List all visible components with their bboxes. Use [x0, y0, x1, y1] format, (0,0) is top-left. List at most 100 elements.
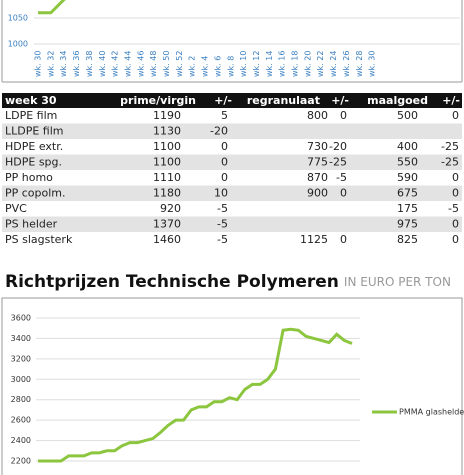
table-cell: -5 — [217, 218, 228, 231]
table-cell: LDPE film — [5, 109, 57, 122]
table-header: week 30 — [5, 94, 57, 107]
table-cell: PS helder — [5, 218, 58, 231]
table-cell: 0 — [452, 187, 459, 200]
row-bg — [2, 216, 462, 232]
table-cell: -20 — [329, 140, 347, 153]
table-cell: -25 — [329, 156, 347, 169]
table-cell: -5 — [217, 233, 228, 246]
table-header: +/- — [214, 94, 232, 107]
table-cell: 775 — [307, 156, 328, 169]
table-cell: HDPE spg. — [5, 156, 62, 169]
table-cell: 0 — [452, 171, 459, 184]
table-cell: 590 — [397, 171, 418, 184]
x-tick-label: wk. 18 — [291, 51, 300, 77]
y-tick-label: 2200 — [11, 457, 31, 466]
y-tick-label: 3000 — [11, 375, 31, 384]
table-cell: 1190 — [153, 109, 181, 122]
table-cell: LLDPE film — [5, 125, 64, 138]
x-tick-label: wk. 24 — [329, 51, 338, 77]
legend-label: PMMA glashelder — [399, 408, 464, 417]
table-cell: PS slagsterk — [5, 233, 73, 246]
table-header-bg — [2, 93, 462, 108]
line — [38, 327, 353, 463]
x-tick-label: wk. 10 — [239, 51, 248, 77]
x-tick-label: wk. 36 — [72, 51, 81, 77]
x-tick-label: wk. 26 — [342, 51, 351, 77]
y-tick-label: 1000 — [8, 40, 28, 49]
table-header: prime/virgin — [120, 94, 196, 107]
table-cell: 920 — [160, 202, 181, 215]
x-tick-label: wk. 38 — [85, 51, 94, 77]
table-cell: 1460 — [153, 233, 181, 246]
table-cell: 1180 — [153, 187, 181, 200]
x-tick-label: wk. 40 — [98, 51, 107, 77]
y-tick-label: 1050 — [8, 14, 28, 23]
table-cell: 975 — [397, 218, 418, 231]
heading: Richtprijzen Technische Polymeren IN EURO… — [5, 272, 451, 292]
table-cell: 5 — [221, 109, 228, 122]
x-tick-label: wk. 28 — [355, 51, 364, 77]
table-cell: 0 — [340, 187, 347, 200]
table-cell: 500 — [397, 109, 418, 122]
table-cell: 800 — [307, 109, 328, 122]
table-cell: 0 — [452, 109, 459, 122]
x-tick-label: wk. 44 — [123, 51, 132, 77]
table-cell: 1130 — [153, 125, 181, 138]
table-cell: 10 — [214, 187, 228, 200]
y-tick-label: 2600 — [11, 416, 31, 425]
table-cell: 175 — [397, 202, 418, 215]
table-cell: 900 — [307, 187, 328, 200]
y-tick-label: 3400 — [11, 334, 31, 343]
x-tick-label: wk. 6 — [213, 56, 222, 77]
x-tick-label: wk. 20 — [303, 51, 312, 77]
row-bg — [2, 154, 462, 170]
table-cell: 1100 — [153, 140, 181, 153]
line — [38, 0, 66, 15]
x-tick-label: wk. 2 — [188, 56, 197, 77]
frame — [1, 297, 463, 475]
table-cell: 1110 — [153, 171, 181, 184]
x-tick-label: wk. 8 — [226, 56, 235, 77]
table-cell: 1100 — [153, 156, 181, 169]
table-cell: 870 — [307, 171, 328, 184]
table-cell: 675 — [397, 187, 418, 200]
x-tick-label: wk. 14 — [265, 51, 274, 77]
x-tick-label: wk. 50 — [162, 51, 171, 77]
x-tick-label: wk. 46 — [136, 51, 145, 77]
x-tick-label: wk. 30 — [368, 51, 377, 77]
table-cell: 825 — [397, 233, 418, 246]
x-tick-label: wk. 16 — [278, 51, 287, 77]
table-cell: 1370 — [153, 218, 181, 231]
table-cell: -5 — [336, 171, 347, 184]
x-tick-label: wk. 52 — [175, 51, 184, 77]
table-cell: PP copolm. — [5, 187, 66, 200]
table-header: +/- — [442, 94, 460, 107]
table-header: regranulaat — [247, 94, 320, 107]
table-cell: 0 — [340, 233, 347, 246]
heading-title: Richtprijzen Technische Polymeren — [5, 272, 339, 292]
table-cell: 0 — [221, 140, 228, 153]
table-cell: -5 — [448, 202, 459, 215]
y-tick-label: 3600 — [11, 314, 31, 323]
table-cell: 0 — [452, 218, 459, 231]
x-tick-label: wk. 32 — [46, 51, 55, 77]
table-cell: HDPE extr. — [5, 140, 63, 153]
table-cell: -20 — [210, 125, 228, 138]
table-cell: -5 — [217, 202, 228, 215]
y-tick-label: 2400 — [11, 436, 31, 445]
table-header: +/- — [331, 94, 349, 107]
table-cell: 1125 — [300, 233, 328, 246]
row-bg — [2, 123, 462, 139]
x-tick-label: wk. 4 — [201, 56, 210, 77]
table-cell: 0 — [340, 109, 347, 122]
y-tick-label: 3200 — [11, 354, 31, 363]
y-tick-label: 2800 — [11, 395, 31, 404]
x-tick-label: wk. 22 — [316, 51, 325, 77]
table-cell: PP homo — [5, 171, 53, 184]
x-tick-label: wk. 48 — [149, 51, 158, 77]
x-tick-label: wk. 42 — [111, 51, 120, 77]
table-cell: 730 — [307, 140, 328, 153]
table-cell: -25 — [441, 140, 459, 153]
table-cell: 0 — [452, 233, 459, 246]
